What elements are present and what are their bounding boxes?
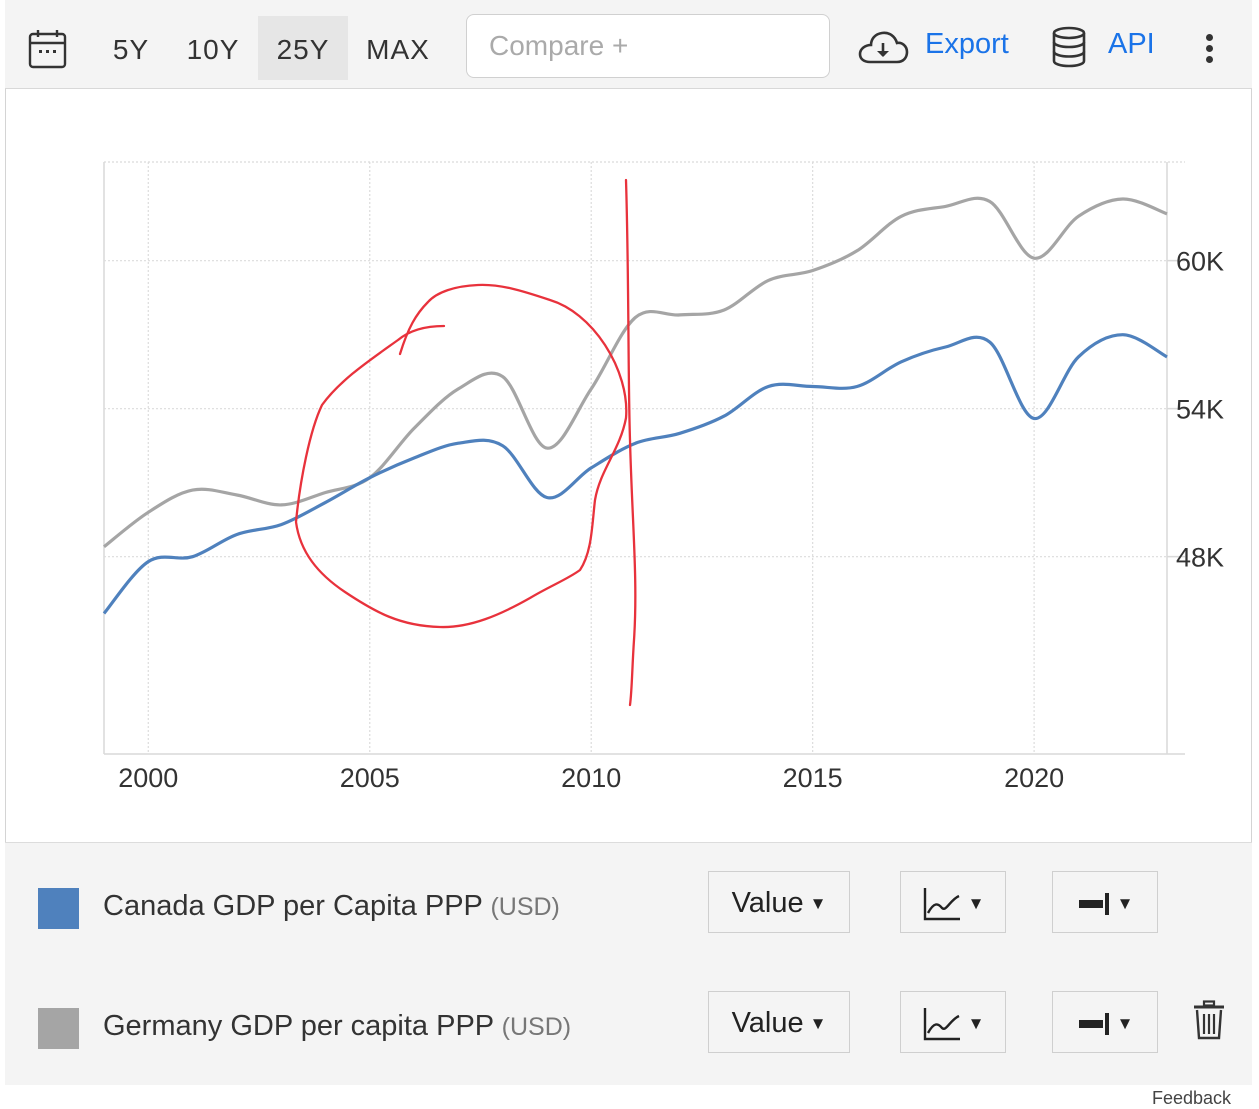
x-tick-label: 2020 (1004, 763, 1064, 793)
germany-value-dropdown[interactable]: Value ▼ (708, 991, 850, 1053)
canada-axis-dropdown[interactable]: ▼ (1052, 871, 1158, 933)
canada-chart-type-dropdown[interactable]: ▼ (900, 871, 1006, 933)
red-annotation (294, 178, 637, 707)
germany-chart-type-dropdown[interactable]: ▼ (900, 991, 1006, 1053)
range-25y[interactable]: 25Y (258, 16, 348, 80)
api-link[interactable]: API (1108, 28, 1155, 60)
x-axis-labels: 2000 2005 2010 2015 2020 (118, 763, 1064, 793)
canada-value-dropdown[interactable]: Value ▼ (708, 871, 850, 933)
axis-side-icon (1078, 893, 1109, 916)
germany-series-name: Germany GDP per capita PPP (USD) (103, 1010, 572, 1042)
x-tick-label: 2010 (561, 763, 621, 793)
range-10y[interactable]: 10Y (186, 34, 240, 65)
x-tick-label: 2015 (783, 763, 843, 793)
cloud-download-icon[interactable] (857, 29, 909, 69)
x-tick-label: 2005 (340, 763, 400, 793)
compare-input[interactable] (487, 15, 821, 77)
range-5y[interactable]: 5Y (112, 34, 150, 65)
line-chart-icon (923, 888, 960, 921)
compare-box (466, 14, 830, 78)
range-max[interactable]: MAX (366, 34, 430, 65)
canada-series-line (102, 333, 1168, 615)
germany-axis-dropdown[interactable]: ▼ (1052, 991, 1158, 1053)
chart-grid (103, 161, 1185, 755)
database-icon[interactable] (1051, 26, 1087, 68)
trash-icon[interactable] (1192, 1000, 1226, 1040)
canada-series-name: Canada GDP per Capita PPP (USD) (103, 890, 560, 922)
y-tick-label: 60K (1176, 247, 1224, 277)
y-tick-label: 54K (1176, 395, 1224, 425)
y-axis-labels: 48K 54K 60K (1176, 247, 1224, 573)
annotation-circle (294, 283, 628, 629)
germany-swatch (38, 1008, 79, 1049)
axis-side-icon (1078, 1013, 1109, 1036)
legend-panel (5, 842, 1252, 1085)
calendar-icon[interactable] (28, 28, 68, 70)
y-tick-label: 48K (1176, 543, 1224, 573)
canada-swatch (38, 888, 79, 929)
feedback-link[interactable]: Feedback (1152, 1088, 1232, 1108)
x-tick-label: 2000 (118, 763, 178, 793)
kebab-menu-icon[interactable] (1200, 34, 1218, 68)
line-chart-icon (923, 1008, 960, 1041)
annotation-vertical-line (624, 178, 637, 707)
line-chart: 2000 2005 2010 2015 2020 48K 54K 60K (102, 161, 1224, 793)
export-link[interactable]: Export (925, 28, 1009, 60)
